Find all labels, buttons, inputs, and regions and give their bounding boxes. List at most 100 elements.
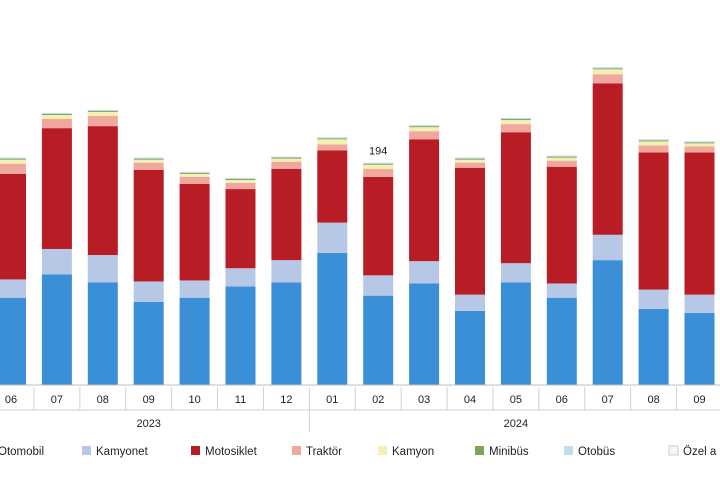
bar-segment-kamyonet-2 [87,255,118,283]
bar-segment-otobüs-9 [409,125,440,127]
bar-segment-motosiklet-4 [179,184,210,281]
bar-segment-minibüs-15 [684,142,715,144]
bar-segment-otobüs-8 [363,162,394,164]
legend-swatch-kamyonet [82,446,91,455]
bar-segment-kamyon-7 [317,139,348,145]
bar-segment-minibüs-8 [363,163,394,165]
bar-segment-motosiklet-0 [0,173,26,280]
bar-segment-kamyon-13 [592,69,623,75]
bar-segment-otomobil-8 [363,295,394,385]
bar-segment-traktör-10 [455,162,485,168]
bar-segment-traktör-13 [592,74,623,84]
bar-segment-otomobil-12 [546,297,577,385]
bar-segment-otobüs-1 [41,112,72,114]
bar-segment-kamyonet-15 [684,294,715,313]
bar-segment-kamyonet-1 [41,248,72,275]
bar-segment-otomobil-5 [225,286,256,385]
bar-segment-otomobil-1 [41,274,72,385]
legend-swatch-minibüs [475,446,484,455]
year-label: 2023 [136,418,160,430]
legend-item-otomobil: Otomobil [0,446,44,458]
bar-segment-kamyon-4 [179,173,210,177]
x-tick-label: 02 [372,394,384,406]
bar-segment-motosiklet-13 [592,83,623,235]
bar-segment-traktör-5 [225,182,256,190]
bar-segment-otomobil-4 [179,297,210,385]
legend-swatch-kamyon [378,446,387,455]
x-tick-label: 05 [510,394,522,406]
bar-segment-motosiklet-9 [409,139,440,262]
bar-segment-kamyon-14 [638,141,669,146]
bar-segment-motosiklet-5 [225,189,256,269]
legend-swatch-otobüs [564,446,573,455]
year-label: 2024 [504,418,528,430]
bar-segment-motosiklet-10 [455,167,485,295]
bar-segment-motosiklet-3 [133,169,164,282]
bar-segment-otobüs-7 [317,137,348,139]
legend-item-motosiklet: Motosiklet [205,446,258,458]
x-tick-label: 08 [647,394,659,406]
x-tick-label: 07 [51,394,63,406]
x-tick-label: 01 [326,394,338,406]
bar-segment-minibüs-10 [455,158,485,160]
bar-segment-otobüs-4 [179,171,210,173]
x-tick-label: 09 [143,394,155,406]
bar-segment-minibüs-9 [409,126,440,128]
bar-segment-traktör-6 [271,161,302,169]
legend-swatch-traktör [292,446,301,455]
bar-segment-kamyonet-7 [317,222,348,254]
bar-segment-kamyon-3 [133,159,164,163]
bar-segment-kamyon-6 [271,158,302,162]
bar-segment-otomobil-13 [592,260,623,385]
bar-segment-otobüs-3 [133,157,164,159]
bar-segment-kamyonet-13 [592,234,623,261]
bar-segment-otobüs-14 [638,139,669,141]
bar-segment-kamyonet-6 [271,260,302,283]
bar-segment-minibüs-13 [592,68,623,70]
bar-segment-kamyon-5 [225,179,256,183]
bar-segment-traktör-0 [0,163,26,174]
bar-segment-kamyon-12 [546,157,577,161]
bar-segment-otomobil-11 [500,282,531,385]
bar-segment-kamyon-10 [455,159,485,163]
legend-swatch-özel-a [668,445,679,456]
bar-segment-traktör-12 [546,160,577,167]
bar-segment-otobüs-2 [87,109,118,111]
x-tick-label: 12 [280,394,292,406]
bar-segment-motosiklet-14 [638,152,669,290]
x-tick-label: 03 [418,394,430,406]
bar-segment-otomobil-14 [638,308,669,385]
bar-segment-otomobil-0 [0,297,26,385]
x-tick-label: 06 [5,394,17,406]
bar-segment-otobüs-5 [225,177,256,179]
bar-segment-motosiklet-12 [546,166,577,284]
bar-segment-traktör-8 [363,168,394,177]
bar-segment-otobüs-0 [0,157,26,159]
bar-segment-kamyon-2 [87,111,118,116]
bar-segment-kamyonet-14 [638,289,669,309]
bar-segment-motosiklet-6 [271,168,302,261]
bar-segment-minibüs-12 [546,156,577,158]
legend-swatch-motosiklet [191,446,200,455]
bar-segment-traktör-15 [684,146,715,153]
bar-segment-otobüs-12 [546,155,577,157]
legend-item-özel-a: Özel a [683,446,717,458]
bar-segment-otobüs-11 [500,118,531,120]
x-tick-label: 10 [188,394,200,406]
legend-item-traktör: Traktör [306,446,342,458]
bar-segment-kamyonet-3 [133,281,164,302]
bar-segment-kamyonet-5 [225,268,256,287]
bar-segment-otobüs-10 [455,157,485,159]
x-tick-label: 11 [235,394,246,406]
bar-segment-traktör-2 [87,115,118,127]
bar-segment-otomobil-10 [455,310,485,385]
bar-segment-minibüs-2 [87,110,118,112]
x-tick-label: 08 [97,394,109,406]
bar-segment-otomobil-9 [409,283,440,385]
bar-segment-kamyon-0 [0,159,26,164]
x-tick-label: 04 [464,394,476,406]
bar-segment-kamyon-11 [500,120,531,125]
bar-segment-kamyon-8 [363,164,394,169]
